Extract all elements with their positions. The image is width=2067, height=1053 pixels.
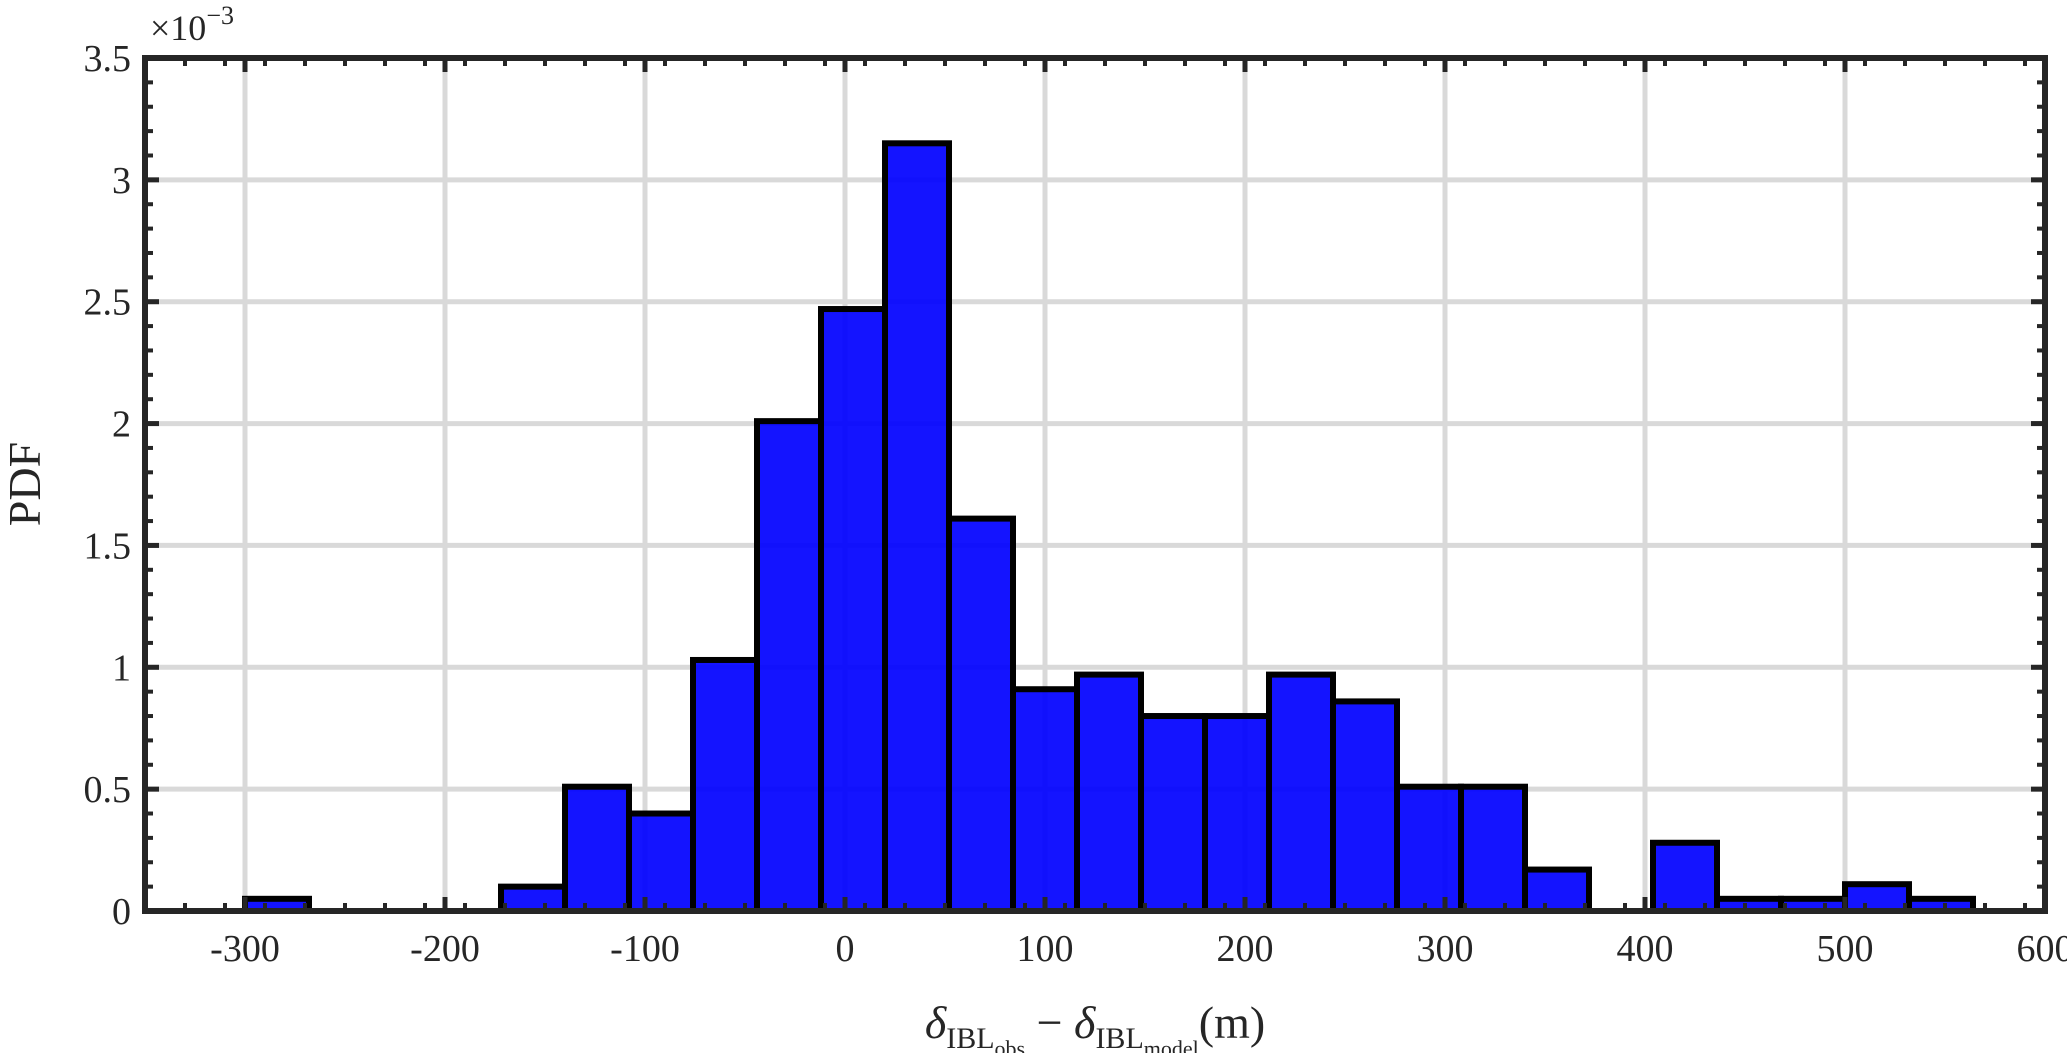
histogram-bar (1842, 881, 1912, 914)
y-tick-label: 3.5 (84, 38, 132, 80)
y-tick-labels: 0 0.5 1 1.5 2 2.5 3 3.5 (84, 38, 132, 933)
y-tick-label: 0.5 (84, 769, 132, 811)
x-tick-label: 500 (1817, 928, 1874, 970)
x-tick-label: 200 (1217, 928, 1274, 970)
histogram-bar (1330, 698, 1400, 914)
histogram-bar (1010, 686, 1080, 914)
histogram-bar (1074, 671, 1144, 915)
histogram-bar (1650, 839, 1720, 915)
histogram-bar (498, 883, 568, 915)
histogram-bar (1522, 866, 1592, 914)
y-axis-title: PDF (0, 442, 50, 526)
x-tick-label: 600 (2017, 928, 2067, 970)
y-exponent-label: ×10−3 (150, 1, 234, 48)
x-tick-labels: -300 -200 -100 0 100 200 300 400 500 600 (210, 928, 2067, 970)
y-tick-label: 3 (112, 160, 131, 202)
histogram-bar (626, 810, 696, 914)
y-tick-label: 1 (112, 647, 131, 689)
y-tick-label: 0 (112, 891, 131, 933)
histogram-bar (1458, 783, 1528, 914)
histogram-bar (1202, 713, 1272, 914)
x-tick-label: 100 (1017, 928, 1074, 970)
plot-frame (142, 55, 2048, 914)
histogram-bar (1266, 671, 1336, 915)
x-tick-label: -200 (410, 928, 480, 970)
y-tick-label: 1.5 (84, 525, 132, 567)
histogram-bar (562, 783, 632, 914)
x-tick-label: 400 (1617, 928, 1674, 970)
histogram-bar (690, 656, 760, 915)
x-tick-label: -300 (210, 928, 280, 970)
x-tick-label: -100 (610, 928, 680, 970)
x-tick-label: 300 (1417, 928, 1474, 970)
y-tick-label: 2 (112, 404, 131, 446)
histogram-bar (754, 418, 824, 914)
x-tick-label: 0 (836, 928, 855, 970)
histogram-bar (946, 515, 1016, 914)
histogram-bar (1394, 783, 1464, 914)
x-axis-title: δIBLobs − δIBLmodel(m) (925, 997, 1265, 1053)
histogram-bar (882, 140, 952, 915)
histogram-bar (1138, 713, 1208, 914)
histogram-bar (818, 306, 888, 915)
y-tick-label: 2.5 (84, 282, 132, 324)
